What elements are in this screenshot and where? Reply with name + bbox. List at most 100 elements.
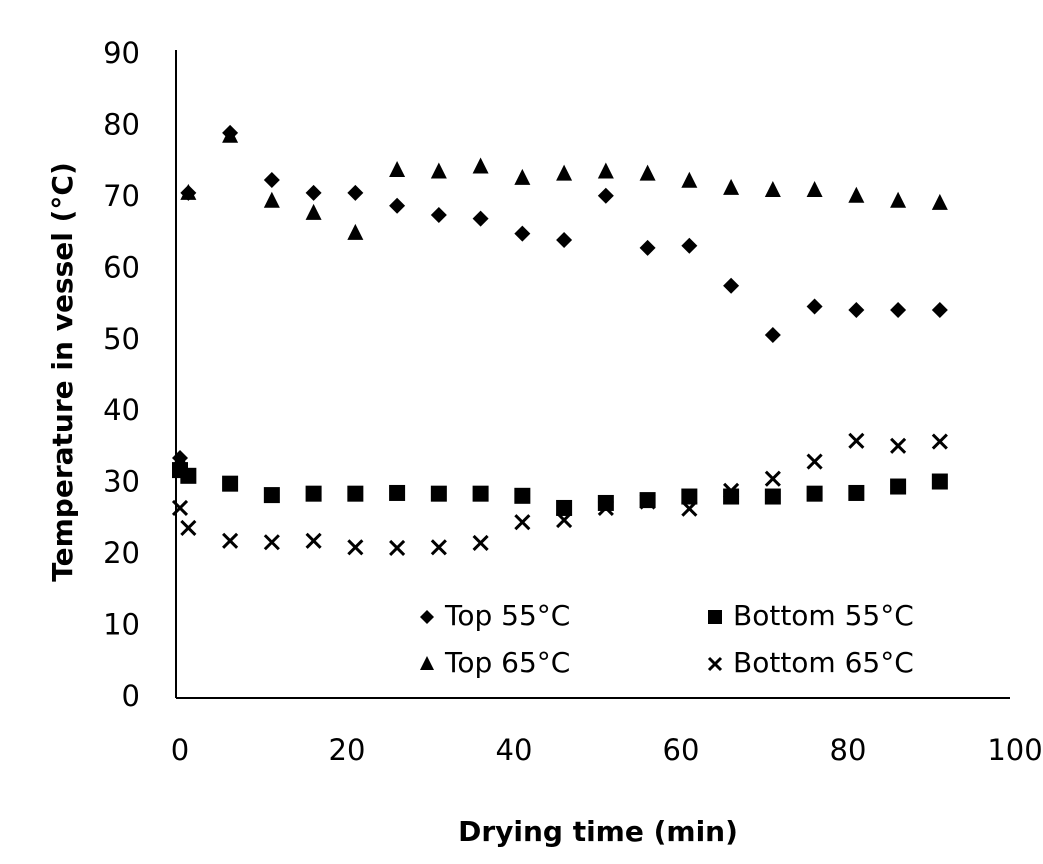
marker-square — [389, 484, 406, 501]
marker-square — [263, 487, 280, 504]
y-tick-label: 30 — [103, 465, 140, 499]
marker-diamond — [723, 277, 740, 294]
marker-triangle — [681, 171, 698, 188]
marker-diamond — [806, 298, 823, 315]
y-tick-label: 10 — [103, 608, 140, 642]
marker-diamond — [389, 197, 406, 214]
marker-diamond — [848, 302, 865, 319]
marker-square — [681, 488, 698, 505]
marker-diamond — [263, 172, 280, 189]
x-tick-label: 20 — [329, 733, 366, 767]
marker-cross — [171, 499, 189, 517]
marker-triangle — [222, 126, 239, 143]
marker-square — [514, 487, 531, 504]
marker-cross — [347, 539, 364, 556]
marker-square — [806, 485, 823, 502]
marker-cross — [514, 514, 531, 531]
marker-triangle — [597, 162, 614, 179]
marker-diamond — [472, 210, 489, 227]
marker-triangle — [430, 162, 447, 179]
marker-diamond — [556, 232, 573, 249]
x-tick-label: 100 — [987, 733, 1042, 767]
marker-cross — [639, 493, 656, 510]
legend-label: Top 65°C — [444, 646, 570, 679]
marker-cross — [305, 532, 322, 549]
marker-cross — [764, 470, 781, 487]
marker-diamond — [430, 207, 447, 224]
marker-square — [556, 499, 573, 516]
marker-square — [430, 485, 447, 502]
marker-square — [347, 485, 364, 502]
y-tick-label: 0 — [122, 679, 140, 713]
marker-cross — [263, 534, 280, 551]
marker-cross — [931, 433, 948, 450]
marker-triangle — [305, 203, 322, 220]
marker-diamond — [597, 187, 614, 204]
y-tick-label: 20 — [103, 536, 140, 570]
marker-square — [848, 484, 865, 501]
marker-cross — [848, 432, 865, 449]
marker-diamond — [420, 610, 434, 624]
marker-triangle — [764, 181, 781, 198]
marker-triangle — [848, 186, 865, 203]
marker-square — [723, 488, 740, 505]
marker-cross — [707, 656, 723, 672]
marker-cross — [180, 519, 197, 537]
marker-cross — [597, 499, 614, 517]
y-tick-label: 80 — [103, 107, 140, 141]
legend-label: Bottom 55°C — [733, 599, 914, 632]
marker-cross — [723, 482, 740, 499]
marker-square — [597, 494, 614, 511]
marker-triangle — [263, 191, 280, 208]
x-tick-label: 60 — [663, 733, 700, 767]
y-tick-label: 50 — [103, 322, 140, 356]
marker-square — [931, 473, 948, 490]
marker-diamond — [681, 237, 698, 254]
y-tick-label: 90 — [103, 36, 140, 70]
marker-diamond — [931, 302, 948, 319]
y-tick-label: 70 — [103, 179, 140, 213]
y-tick-label: 60 — [103, 250, 140, 284]
marker-diamond — [514, 225, 531, 242]
marker-cross — [389, 539, 406, 557]
legend-label: Top 55°C — [444, 599, 570, 632]
marker-triangle — [931, 193, 948, 210]
y-tick-label: 40 — [103, 393, 140, 427]
marker-square — [222, 475, 239, 492]
marker-diamond — [639, 239, 656, 256]
marker-cross — [430, 539, 447, 556]
marker-diamond — [764, 327, 781, 344]
legend-label: Bottom 65°C — [733, 646, 914, 679]
marker-cross — [556, 512, 573, 529]
marker-cross — [681, 500, 698, 517]
marker-square — [890, 478, 907, 495]
x-tick-label: 0 — [171, 733, 189, 767]
marker-diamond — [890, 302, 907, 319]
marker-square — [764, 488, 781, 505]
marker-diamond — [347, 184, 364, 201]
marker-cross — [890, 437, 907, 454]
marker-triangle — [514, 168, 531, 185]
marker-cross — [472, 534, 489, 552]
marker-triangle — [420, 656, 434, 670]
marker-square — [305, 485, 322, 502]
x-tick-label: 80 — [830, 733, 867, 767]
marker-triangle — [172, 451, 188, 468]
marker-triangle — [723, 178, 740, 195]
marker-triangle — [639, 164, 656, 181]
x-tick-label: 40 — [496, 733, 533, 767]
x-axis-title: Drying time (min) — [458, 815, 738, 848]
marker-triangle — [806, 181, 823, 198]
marker-cross — [806, 453, 823, 470]
marker-square — [708, 610, 722, 624]
y-axis-title: Temperature in vessel (°C) — [46, 162, 79, 581]
marker-square — [472, 485, 489, 502]
marker-triangle — [556, 164, 573, 181]
marker-triangle — [180, 183, 197, 200]
marker-square — [180, 467, 197, 484]
marker-triangle — [472, 157, 489, 174]
marker-cross — [222, 532, 239, 549]
marker-triangle — [890, 191, 907, 208]
